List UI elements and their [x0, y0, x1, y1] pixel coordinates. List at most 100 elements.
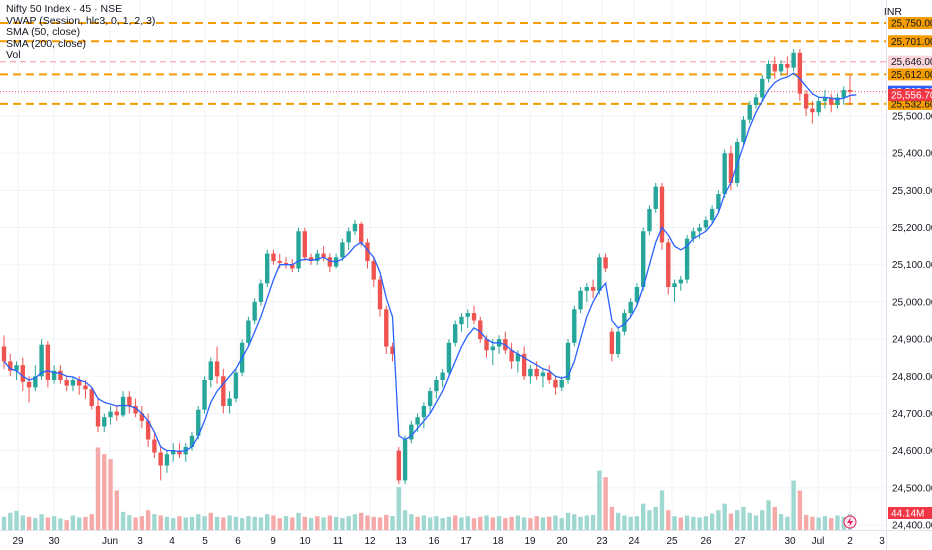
candle[interactable]	[521, 346, 527, 380]
candle[interactable]	[114, 406, 119, 421]
candle[interactable]	[390, 342, 395, 362]
candle[interactable]	[208, 357, 213, 388]
candle[interactable]	[327, 253, 333, 273]
candle[interactable]	[440, 368, 445, 388]
candle[interactable]	[603, 253, 608, 273]
candle[interactable]	[622, 309, 627, 336]
candle[interactable]	[177, 443, 182, 459]
candle[interactable]	[64, 376, 69, 392]
lightning-icon[interactable]	[843, 515, 857, 529]
candle[interactable]	[352, 220, 358, 235]
candle[interactable]	[265, 249, 270, 288]
y-axis[interactable]: 25,500.00 25,400.00 25,300.00 25,200.00 25,1…	[892, 112, 932, 532]
candle[interactable]	[302, 227, 307, 262]
candle[interactable]	[290, 259, 295, 273]
candle[interactable]	[459, 313, 464, 332]
candle[interactable]	[615, 327, 621, 358]
candle[interactable]	[641, 227, 646, 291]
candle[interactable]	[196, 406, 201, 440]
candle[interactable]	[703, 216, 709, 232]
candle[interactable]	[152, 432, 157, 459]
candle[interactable]	[271, 249, 276, 265]
candle[interactable]	[321, 246, 326, 262]
candle[interactable]	[797, 49, 803, 102]
candle[interactable]	[214, 346, 220, 384]
candle[interactable]	[446, 339, 452, 377]
candle[interactable]	[1, 335, 7, 369]
candle[interactable]	[647, 205, 652, 235]
candle[interactable]	[847, 75, 853, 105]
candle[interactable]	[747, 101, 752, 124]
candle[interactable]	[45, 340, 51, 388]
candle[interactable]	[634, 283, 640, 306]
candle[interactable]	[252, 298, 257, 325]
currency-label[interactable]: INR	[883, 6, 902, 18]
candle[interactable]	[371, 257, 376, 288]
candle[interactable]	[753, 93, 759, 109]
candle[interactable]	[547, 365, 552, 384]
candle[interactable]	[70, 376, 76, 392]
candle[interactable]	[402, 435, 408, 485]
candle[interactable]	[803, 89, 809, 116]
candle[interactable]	[127, 391, 132, 414]
candle[interactable]	[202, 376, 207, 414]
candle[interactable]	[572, 305, 577, 347]
candle[interactable]	[20, 357, 25, 392]
candle[interactable]	[409, 420, 414, 444]
candle[interactable]	[478, 316, 483, 343]
candle[interactable]	[453, 320, 458, 347]
candle[interactable]	[778, 60, 784, 76]
candle[interactable]	[227, 391, 232, 414]
candle[interactable]	[584, 283, 589, 302]
candle[interactable]	[553, 376, 558, 395]
x-axis[interactable]: 29 30 Jun 3 4 5 6 9 10 11 12 13 16 17 18 19 20 23 24 25 26 27…	[12, 536, 885, 547]
candle[interactable]	[108, 406, 113, 425]
candle[interactable]	[315, 249, 320, 265]
candle[interactable]	[83, 379, 88, 399]
candle[interactable]	[672, 279, 677, 302]
candle[interactable]	[684, 234, 690, 284]
candle[interactable]	[396, 446, 401, 485]
candle[interactable]	[246, 316, 251, 347]
candle[interactable]	[841, 86, 846, 105]
candle[interactable]	[578, 287, 583, 314]
candle[interactable]	[816, 97, 821, 116]
candle[interactable]	[785, 56, 790, 76]
candle[interactable]	[697, 223, 702, 239]
candle[interactable]	[766, 60, 771, 83]
candle[interactable]	[89, 387, 94, 410]
candle[interactable]	[102, 413, 107, 433]
candle[interactable]	[716, 190, 721, 213]
indicator-sma-200[interactable]: SMA (200, close)	[6, 37, 86, 50]
candle[interactable]	[283, 257, 289, 269]
candle[interactable]	[628, 298, 633, 317]
candle[interactable]	[528, 365, 533, 384]
candle[interactable]	[164, 450, 170, 473]
candle[interactable]	[822, 89, 828, 109]
candle[interactable]	[346, 227, 351, 250]
candle[interactable]	[145, 413, 151, 447]
candle[interactable]	[760, 75, 765, 102]
candle[interactable]	[653, 182, 658, 213]
candle[interactable]	[308, 253, 314, 265]
candle[interactable]	[810, 101, 815, 124]
candle[interactable]	[835, 93, 840, 109]
candle[interactable]	[139, 406, 145, 429]
indicator-sma-50[interactable]: SMA (50, close)	[6, 26, 81, 38]
indicator-vwap[interactable]: VWAP (Session, hlc3, 0, 1, 2, 3)	[6, 14, 156, 27]
candle[interactable]	[659, 182, 665, 250]
candle[interactable]	[666, 238, 671, 295]
candle[interactable]	[296, 227, 301, 273]
candle[interactable]	[471, 305, 477, 325]
candle[interactable]	[678, 275, 683, 291]
candle[interactable]	[183, 443, 188, 462]
candle[interactable]	[503, 331, 508, 354]
candle[interactable]	[709, 205, 715, 224]
candle[interactable]	[465, 309, 470, 328]
candle[interactable]	[590, 279, 596, 299]
candle[interactable]	[95, 398, 101, 433]
candle[interactable]	[722, 149, 727, 198]
candle[interactable]	[158, 446, 163, 481]
candle[interactable]	[609, 327, 615, 362]
